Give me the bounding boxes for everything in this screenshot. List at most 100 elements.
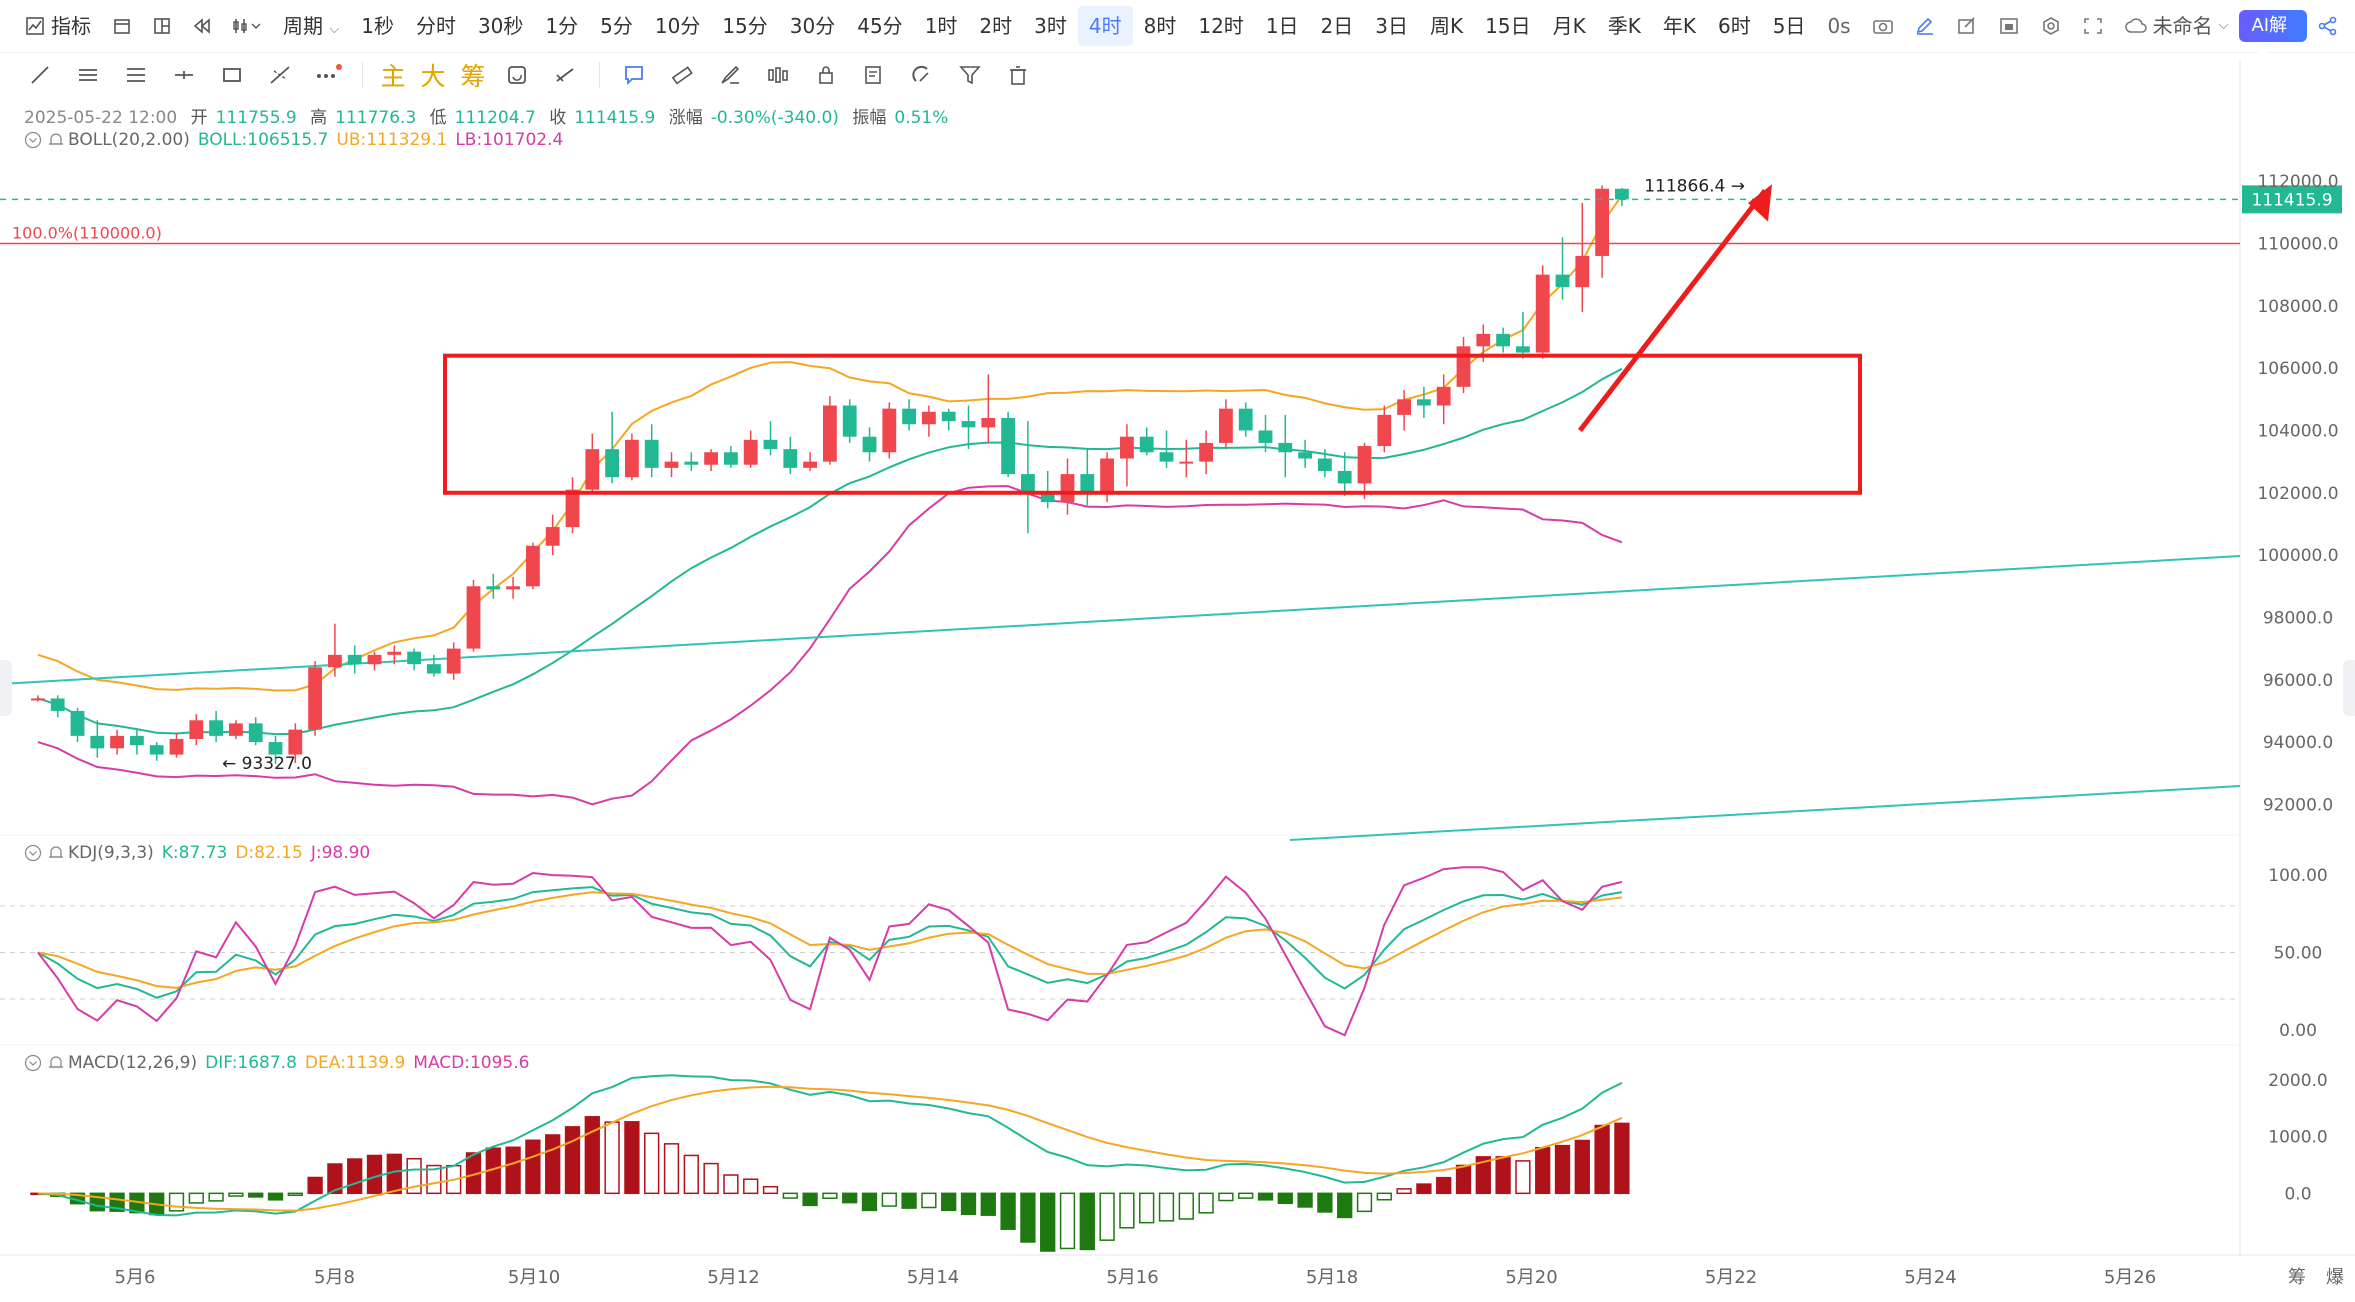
indicator-icon	[26, 17, 44, 35]
note-edit-icon[interactable]	[850, 55, 898, 95]
interval-25[interactable]: 5日	[1772, 14, 1806, 38]
interval-21[interactable]: 月K	[1552, 14, 1586, 38]
macd-bar	[505, 1146, 521, 1195]
horizontal-line-icon[interactable]	[160, 55, 208, 95]
interval-18[interactable]: 3日	[1375, 14, 1409, 38]
settings-icon[interactable]	[2030, 6, 2072, 46]
trend-line-icon[interactable]	[16, 55, 64, 95]
share-icon[interactable]	[2307, 6, 2349, 46]
bell-icon[interactable]	[48, 1054, 64, 1072]
interval-7[interactable]: 15分	[722, 14, 768, 38]
filter-icon[interactable]	[946, 55, 994, 95]
comment-icon[interactable]	[610, 55, 658, 95]
interval-23[interactable]: 年K	[1662, 14, 1696, 38]
macd-bar	[69, 1192, 86, 1205]
price-tick: 110000.0	[2257, 234, 2338, 254]
interval-24[interactable]: 6时	[1717, 14, 1751, 38]
macd-bar	[1337, 1192, 1353, 1219]
kdj-legend: KDJ(9,3,3) K:87.73 D:82.15 J:98.90	[24, 843, 378, 863]
magnet-icon[interactable]	[898, 55, 946, 95]
macd-bar	[50, 1192, 66, 1197]
parallel-lines-icon[interactable]	[64, 55, 112, 95]
kdj-tick: 0.00	[2279, 1021, 2317, 1041]
interval-12[interactable]: 3时	[1034, 14, 1067, 38]
rectangle-tool-icon[interactable]	[208, 55, 256, 95]
chart-type-icon[interactable]	[222, 6, 272, 46]
interval-5[interactable]: 5分	[600, 14, 633, 38]
macd-bar	[703, 1162, 719, 1195]
interval-19[interactable]: 周K	[1430, 14, 1464, 38]
interval-6[interactable]: 10分	[654, 14, 701, 38]
candle-body	[625, 439, 639, 478]
fullscreen-icon[interactable]	[2072, 6, 2114, 46]
interval-8[interactable]: 30分	[789, 14, 836, 38]
collapse-icon[interactable]	[24, 1054, 42, 1072]
lock-icon[interactable]	[802, 55, 850, 95]
candle-body	[882, 408, 897, 453]
candle-body	[149, 745, 164, 755]
candle-body	[1595, 188, 1609, 256]
refresh-icon[interactable]	[493, 55, 541, 95]
interval-20[interactable]: 15日	[1485, 14, 1531, 38]
interval-13[interactable]: 4时	[1077, 6, 1133, 46]
interval-3[interactable]: 30秒	[477, 14, 524, 38]
big-order-button[interactable]: 大	[420, 62, 446, 91]
interval-1[interactable]: 1秒	[361, 14, 394, 38]
macd-bar	[446, 1164, 462, 1195]
candle-body	[308, 667, 322, 730]
brush-icon[interactable]	[706, 55, 754, 95]
macd-bar	[287, 1192, 303, 1196]
candle-body	[565, 489, 580, 528]
ruler-icon[interactable]	[658, 55, 706, 95]
popout-icon[interactable]	[1946, 6, 1988, 46]
replay-icon[interactable]	[182, 6, 222, 46]
macd-bar	[168, 1192, 185, 1212]
date-tick: 5月8	[314, 1267, 355, 1288]
main-chart-button[interactable]: 主	[380, 62, 406, 91]
ai-button[interactable]: AI解读	[2239, 10, 2307, 68]
interval-17[interactable]: 2日	[1320, 14, 1354, 38]
macd-bar	[1614, 1122, 1630, 1195]
cloud-doc-dropdown[interactable]: 未命名 ⌵	[2114, 6, 2240, 46]
interval-2[interactable]: 分时	[415, 14, 456, 38]
candle-body	[1219, 408, 1233, 443]
camera-icon[interactable]	[1862, 6, 1904, 46]
interval-16[interactable]: 1日	[1265, 14, 1299, 38]
macd-bar	[1356, 1192, 1373, 1213]
interval-15[interactable]: 12时	[1198, 14, 1244, 38]
interval-22[interactable]: 季K	[1607, 14, 1641, 38]
bell-icon[interactable]	[48, 844, 64, 862]
channel-icon[interactable]	[112, 55, 160, 95]
interval-11[interactable]: 2时	[979, 14, 1013, 38]
interval-10[interactable]: 1时	[924, 14, 958, 38]
layout-icon[interactable]	[142, 6, 182, 46]
interval-4[interactable]: 1分	[545, 14, 579, 38]
trash-icon[interactable]	[994, 55, 1042, 95]
pen-icon[interactable]	[1904, 6, 1946, 46]
candle-body	[1238, 408, 1253, 431]
chip-button[interactable]: 筹	[460, 62, 486, 91]
collapse-icon[interactable]	[24, 131, 42, 149]
calendar-icon[interactable]	[102, 6, 142, 46]
consolidation-box	[443, 353, 1862, 495]
collapse-icon[interactable]	[24, 844, 42, 862]
price-tick: 104000.0	[2257, 421, 2338, 441]
macd-bar	[624, 1121, 640, 1195]
candle-body	[1100, 458, 1114, 493]
interval-14[interactable]: 8时	[1143, 14, 1177, 38]
fib-icon[interactable]	[256, 55, 304, 95]
bell-icon[interactable]	[48, 131, 64, 149]
left-panel-handle[interactable]	[0, 660, 12, 716]
measure-icon[interactable]	[541, 55, 589, 95]
macd-bar	[1594, 1124, 1610, 1195]
right-panel-handle[interactable]	[2343, 660, 2355, 716]
period-dropdown[interactable]: 周期 ⌵	[272, 6, 350, 46]
grid-icon[interactable]	[1988, 6, 2030, 46]
indicator-button[interactable]: 指标	[14, 6, 102, 46]
candle-body	[288, 729, 303, 755]
interval-9[interactable]: 45分	[857, 14, 903, 38]
candles-icon[interactable]	[754, 55, 802, 95]
candle-body	[1575, 255, 1590, 288]
more-tools-icon[interactable]	[304, 55, 352, 95]
